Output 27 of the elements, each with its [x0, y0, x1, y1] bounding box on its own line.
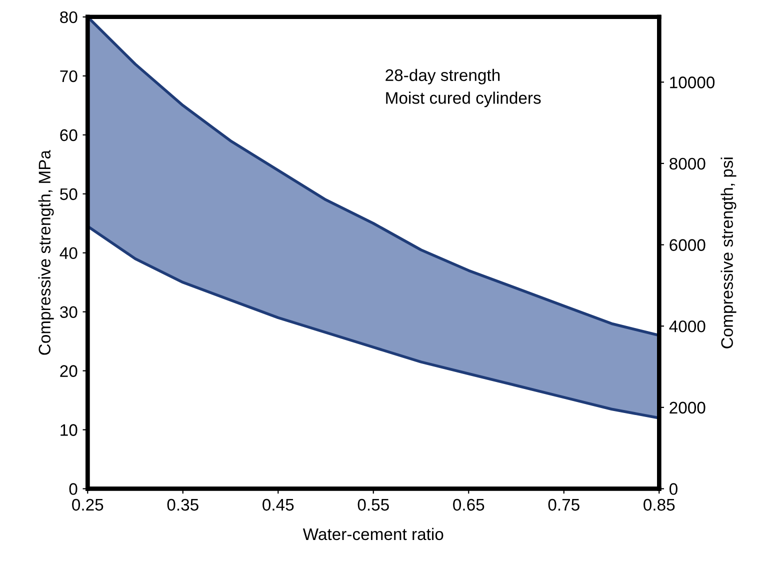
y-tick-label: 0	[69, 483, 78, 495]
y-tick-label: 80	[60, 11, 78, 24]
y2-axis-title: Compressive strength, psi	[720, 158, 736, 348]
y-tick-label: 50	[60, 188, 78, 200]
annotation: 28-day strength Moist cured cylinders	[386, 68, 541, 108]
y-tick-label: 10	[60, 424, 78, 436]
y-axis-title: Compressive strength, MPa	[38, 150, 54, 355]
y-tick-label: 20	[60, 365, 78, 377]
y2-tick-label: 6000	[670, 239, 706, 251]
y2-tick-label: 10000	[670, 76, 715, 88]
x-tick-label: 0.75	[548, 498, 580, 511]
y-tick-label: 70	[60, 70, 78, 82]
x-tick-label: 0.25	[72, 498, 104, 511]
y2-tick-label: 0	[670, 483, 678, 495]
x-tick-label: 0.35	[167, 498, 198, 511]
x-axis-title: Water-cement ratio	[302, 528, 444, 540]
y-tick-label: 40	[60, 247, 78, 260]
line-series	[88, 224, 660, 420]
y2-tick-label: 4000	[669, 320, 706, 332]
x-tick-label: 0.65	[453, 498, 484, 511]
x-tick-label: 0.45	[262, 498, 294, 511]
x-tick-label: 0.85	[644, 498, 675, 511]
y2-tick-label: 2000	[670, 402, 706, 414]
y-tick-label: 60	[60, 129, 78, 142]
x-tick-label: 0.55	[358, 498, 389, 511]
y-tick-label: 30	[60, 306, 78, 318]
y2-tick-label: 8000	[670, 158, 706, 170]
